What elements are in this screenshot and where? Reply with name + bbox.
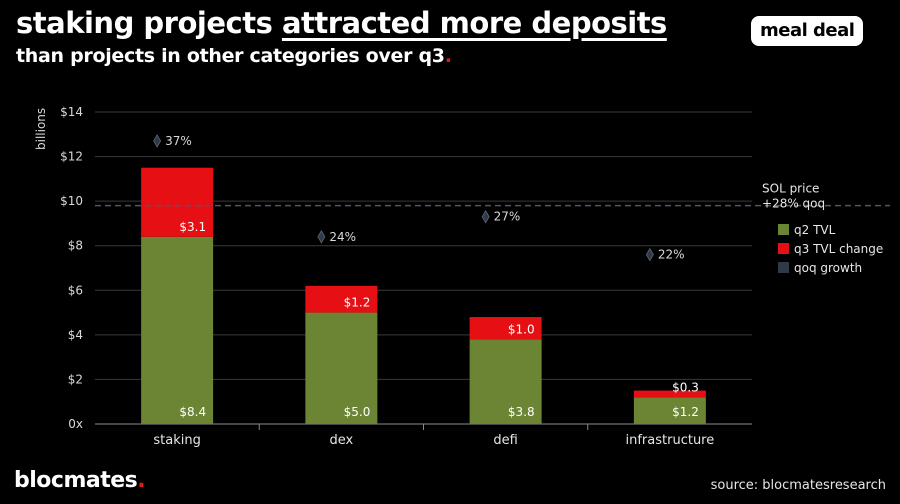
qoq-growth-marker xyxy=(645,247,654,262)
y-tick-label: $4 xyxy=(68,328,83,342)
data-label-q2: $1.2 xyxy=(672,405,699,419)
qoq-growth-marker xyxy=(481,209,490,224)
data-label-q2: $8.4 xyxy=(179,405,206,419)
source-note: source: blocmatesresearch xyxy=(710,478,886,493)
data-label-q3: $1.0 xyxy=(508,322,535,336)
qoq-growth-label: 24% xyxy=(329,230,356,244)
y-tick-label: $14 xyxy=(60,105,83,119)
legend-swatch xyxy=(778,224,789,235)
x-tick-label: infrastructure xyxy=(626,433,715,448)
legend-label: qoq growth xyxy=(794,261,862,275)
y-tick-label: 0x xyxy=(68,417,83,431)
data-label-q3: $1.2 xyxy=(344,296,371,310)
legend-label: q3 TVL change xyxy=(794,242,883,256)
meal-deal-badge: meal deal xyxy=(751,16,864,46)
qoq-growth-marker xyxy=(153,134,162,148)
reference-line-label: SOL price xyxy=(762,182,819,196)
legend-label: q2 TVL xyxy=(794,223,836,237)
bar-q2-dex xyxy=(305,312,378,424)
bar-q2-defi xyxy=(469,339,542,424)
y-tick-label: $6 xyxy=(68,283,83,297)
y-tick-label: $2 xyxy=(68,372,83,386)
x-tick-label: staking xyxy=(153,433,200,448)
bar-q3-staking xyxy=(141,167,214,237)
bar-q3-defi xyxy=(469,317,542,340)
legend-swatch xyxy=(778,262,789,273)
data-label-q2: $3.8 xyxy=(508,405,535,419)
y-tick-label: $12 xyxy=(60,150,83,164)
chart-subtitle: than projects in other categories over q… xyxy=(16,45,452,67)
blocmates-logo: blocmates. xyxy=(14,468,146,493)
qoq-growth-label: 37% xyxy=(165,134,192,148)
legend-swatch xyxy=(778,243,789,254)
bar-q3-dex xyxy=(305,285,378,313)
title-plain: staking projects xyxy=(16,6,273,40)
reference-line-label: +28% qoq xyxy=(762,197,825,211)
x-tick-label: dex xyxy=(330,433,354,448)
y-tick-label: $10 xyxy=(60,194,83,208)
title-underlined: attracted more deposits xyxy=(281,6,667,40)
data-label-q3: $0.3 xyxy=(672,381,699,395)
data-label-q3: $3.1 xyxy=(179,220,206,234)
bar-q3-infrastructure xyxy=(633,390,706,398)
bar-q2-staking xyxy=(141,236,214,424)
y-tick-label: $8 xyxy=(68,239,83,253)
subtitle-dot: . xyxy=(444,45,452,67)
qoq-growth-marker xyxy=(317,230,326,244)
logo-text: blocmates xyxy=(14,468,138,493)
x-tick-label: defi xyxy=(493,433,517,448)
logo-dot: . xyxy=(137,468,146,493)
subtitle-text: than projects in other categories over q… xyxy=(16,45,445,67)
data-label-q2: $5.0 xyxy=(344,405,371,419)
bar-q2-infrastructure xyxy=(633,397,706,424)
qoq-growth-label: 27% xyxy=(494,210,521,224)
qoq-growth-label: 22% xyxy=(658,248,685,262)
chart-title: staking projects attracted more deposits xyxy=(16,6,667,40)
